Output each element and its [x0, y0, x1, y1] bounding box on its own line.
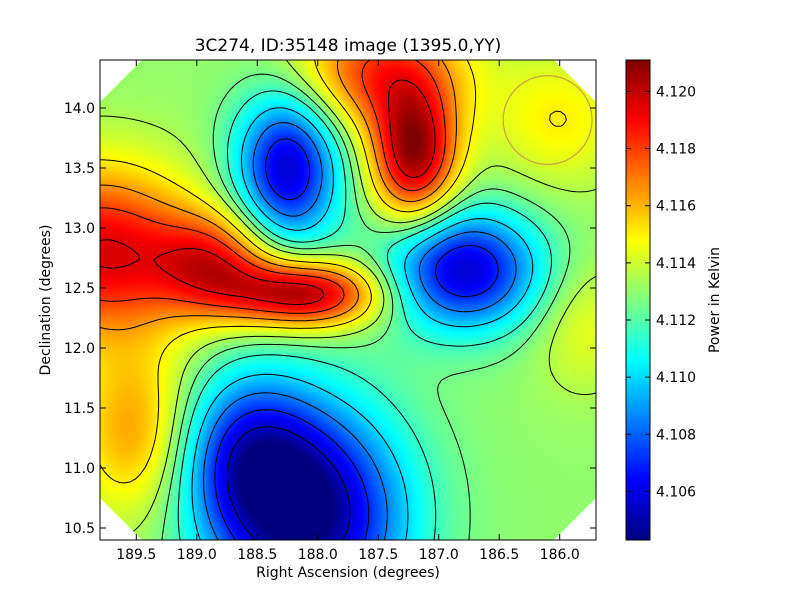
contour-line-1 — [227, 426, 351, 540]
y-axis-ticks: 10.5 11.0 11.5 12.0 12.5 13.0 13.5 14.0 — [64, 101, 596, 537]
colorbar: 4.106 4.108 4.110 4.112 4.114 4.116 4.118 4.120 — [625, 59, 696, 541]
colorbar-tick-label: 4.118 — [656, 142, 696, 158]
x-tick-label: 189.0 — [177, 547, 217, 563]
contour-line-11 — [100, 79, 436, 305]
plot-frame — [99, 59, 597, 541]
y-tick-label: 11.0 — [64, 461, 95, 477]
colorbar-tick-label: 4.116 — [656, 199, 696, 215]
x-tick-label: 186.5 — [479, 547, 519, 563]
contour-line-2 — [214, 138, 499, 540]
y-tick-label: 14.0 — [64, 101, 95, 117]
y-tick-label: 13.0 — [64, 221, 95, 237]
colorbar-ticks: 4.106 4.108 4.110 4.112 4.114 4.116 4.118 4.120 — [626, 84, 696, 500]
y-tick-label: 12.0 — [64, 341, 95, 357]
x-tick-label: 186.0 — [540, 547, 580, 563]
colorbar-tick-label: 4.108 — [656, 427, 696, 443]
chart-title: 3C274, ID:35148 image (1395.0,YY) — [195, 36, 502, 56]
x-axis-ticks: 189.5 189.0 188.5 188.0 187.5 187.0 186.5 186.0 — [116, 60, 580, 563]
x-tick-label: 187.0 — [419, 547, 459, 563]
colorbar-tick-label: 4.112 — [656, 313, 696, 329]
x-tick-label: 188.5 — [237, 547, 277, 563]
contour-lines — [100, 60, 596, 540]
colorbar-tick-label: 4.110 — [656, 370, 696, 386]
colorbar-label: Power in Kelvin — [707, 247, 723, 353]
contour-line-3 — [203, 122, 517, 540]
colorbar-tick-label: 4.106 — [656, 484, 696, 500]
beam-marker-circle — [502, 74, 593, 166]
y-tick-label: 11.5 — [64, 401, 95, 417]
contour-line-9 — [100, 60, 457, 331]
y-tick-label: 13.5 — [64, 161, 95, 177]
contour-line-4 — [191, 107, 534, 540]
colorbar-tick-label: 4.114 — [656, 256, 696, 272]
contour-line-5 — [177, 90, 552, 540]
x-tick-label: 187.5 — [358, 547, 398, 563]
x-tick-label: 189.5 — [116, 547, 156, 563]
y-tick-label: 12.5 — [64, 281, 95, 297]
colorbar-gradient — [625, 59, 651, 541]
x-tick-label: 188.0 — [298, 547, 338, 563]
contour-line-10 — [100, 60, 446, 314]
contour-line-7 — [100, 60, 596, 539]
plot-area: 189.5 189.0 188.5 188.0 187.5 187.0 186.5 186.0… — [64, 59, 597, 563]
y-axis-label: Declination (degrees) — [38, 225, 54, 376]
colorbar-tick-label: 4.120 — [656, 84, 696, 100]
contour-line-8 — [100, 60, 567, 484]
y-tick-label: 10.5 — [64, 521, 95, 537]
contour-line-6 — [161, 73, 571, 540]
x-axis-label: Right Ascension (degrees) — [256, 565, 440, 581]
